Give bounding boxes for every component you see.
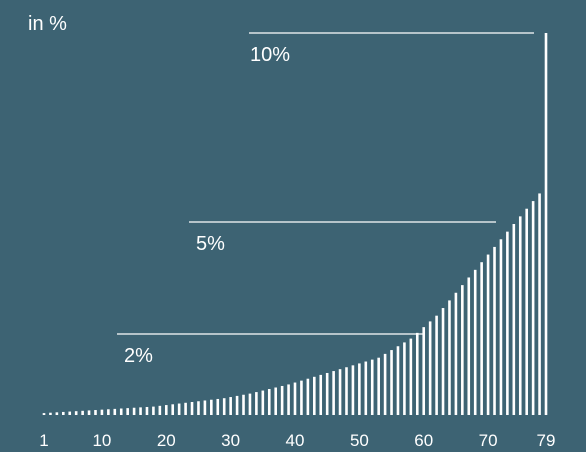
bar [132, 407, 136, 415]
bar [306, 378, 310, 415]
bar [544, 33, 548, 415]
unit-label: in % [28, 13, 67, 35]
bar [190, 402, 194, 415]
bar [467, 277, 471, 415]
bar [325, 372, 329, 415]
bar [506, 231, 509, 415]
bar [441, 308, 445, 415]
bar [473, 269, 477, 415]
bar [345, 367, 348, 415]
bar [177, 403, 181, 415]
bar [62, 411, 65, 415]
bar [293, 382, 297, 415]
bar [364, 361, 368, 415]
bar [164, 405, 168, 415]
bar [422, 327, 426, 415]
bar [145, 406, 149, 415]
bar [235, 395, 239, 415]
bar [428, 321, 432, 415]
bar [525, 208, 528, 415]
bar [383, 353, 387, 415]
bar [248, 393, 252, 415]
bar [81, 410, 84, 415]
bar [396, 346, 400, 415]
bar [139, 407, 142, 415]
bar [280, 385, 284, 415]
bar [100, 409, 104, 415]
bar [274, 387, 277, 415]
bar [461, 285, 464, 415]
bar [229, 397, 232, 415]
bar [409, 338, 413, 415]
bar [203, 400, 207, 415]
bar [351, 365, 355, 415]
bar [42, 413, 46, 415]
x-axis-ticks: 1 10 20 30 40 50 60 70 79 [39, 431, 555, 450]
bar [210, 399, 213, 415]
bar [222, 398, 226, 415]
bar [499, 239, 503, 415]
x-tick-label: 50 [350, 431, 369, 450]
x-tick-label: 79 [537, 431, 556, 450]
x-tick-label: 10 [92, 431, 111, 450]
x-tick-label: 1 [39, 431, 48, 450]
bar [518, 216, 522, 415]
bar [313, 376, 316, 415]
bars [42, 33, 548, 415]
bar [358, 363, 361, 415]
bar [55, 412, 59, 415]
bar [216, 398, 220, 415]
bar [107, 409, 110, 415]
bar [74, 411, 78, 415]
bar [480, 262, 483, 415]
bar [197, 401, 200, 415]
bar [126, 408, 129, 415]
bar [119, 408, 123, 415]
bar [390, 350, 393, 415]
bar [531, 201, 535, 415]
x-tick-label: 70 [479, 431, 498, 450]
reference-line-label: 10% [250, 44, 290, 66]
reference-lines: 2% 5% 10% [117, 32, 534, 367]
x-tick-label: 30 [221, 431, 240, 450]
x-tick-label: 20 [157, 431, 176, 450]
bar [113, 408, 117, 415]
x-tick-label: 60 [414, 431, 433, 450]
reference-line-label: 5% [196, 233, 225, 255]
bar [377, 357, 380, 415]
bar [319, 374, 323, 415]
bar [403, 342, 406, 415]
bar [486, 254, 490, 415]
reference-line-label: 2% [124, 345, 153, 367]
bar [242, 394, 245, 415]
bar [338, 369, 342, 415]
x-tick-label: 40 [286, 431, 305, 450]
bar [87, 410, 91, 415]
bar [158, 405, 162, 415]
bar [512, 224, 516, 415]
bar [287, 384, 290, 415]
bar [152, 406, 155, 415]
bar [300, 380, 303, 415]
bar [454, 292, 458, 415]
bar [267, 389, 271, 415]
bar [493, 246, 496, 415]
bar [415, 332, 419, 415]
bar [448, 300, 451, 415]
bar [261, 390, 265, 415]
bar [171, 404, 175, 415]
bar [184, 402, 187, 415]
bar [332, 371, 335, 415]
bar [538, 193, 541, 415]
bar [435, 315, 438, 415]
bar [255, 392, 258, 415]
bar [49, 412, 52, 415]
bar [370, 359, 374, 415]
bar [94, 410, 97, 415]
bar [68, 411, 72, 415]
